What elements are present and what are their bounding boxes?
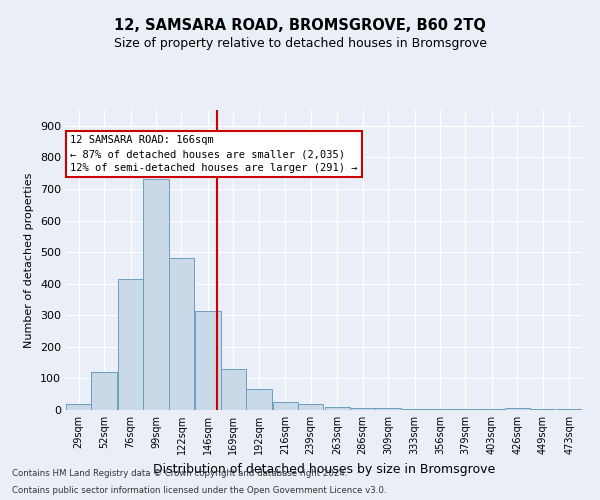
X-axis label: Distribution of detached houses by size in Bromsgrove: Distribution of detached houses by size … (153, 462, 495, 475)
Y-axis label: Number of detached properties: Number of detached properties (25, 172, 34, 348)
Bar (143, 180, 169, 410)
Bar (350, 408, 376, 410)
Bar (169, 258, 194, 410)
Bar (91, 372, 117, 410)
Bar (246, 390, 272, 410)
Bar (195, 310, 221, 410)
Text: Contains public sector information licensed under the Open Government Licence v3: Contains public sector information licen… (12, 486, 386, 495)
Bar (66, 404, 91, 410)
Text: Size of property relative to detached houses in Bromsgrove: Size of property relative to detached ho… (113, 38, 487, 51)
Bar (376, 408, 401, 410)
Bar (505, 408, 530, 410)
Bar (298, 404, 323, 410)
Text: 12 SAMSARA ROAD: 166sqm
← 87% of detached houses are smaller (2,035)
12% of semi: 12 SAMSARA ROAD: 166sqm ← 87% of detache… (70, 136, 358, 173)
Bar (272, 402, 298, 410)
Bar (325, 407, 350, 410)
Bar (118, 279, 143, 410)
Text: Contains HM Land Registry data © Crown copyright and database right 2024.: Contains HM Land Registry data © Crown c… (12, 468, 347, 477)
Text: 12, SAMSARA ROAD, BROMSGROVE, B60 2TQ: 12, SAMSARA ROAD, BROMSGROVE, B60 2TQ (114, 18, 486, 32)
Bar (221, 369, 246, 410)
